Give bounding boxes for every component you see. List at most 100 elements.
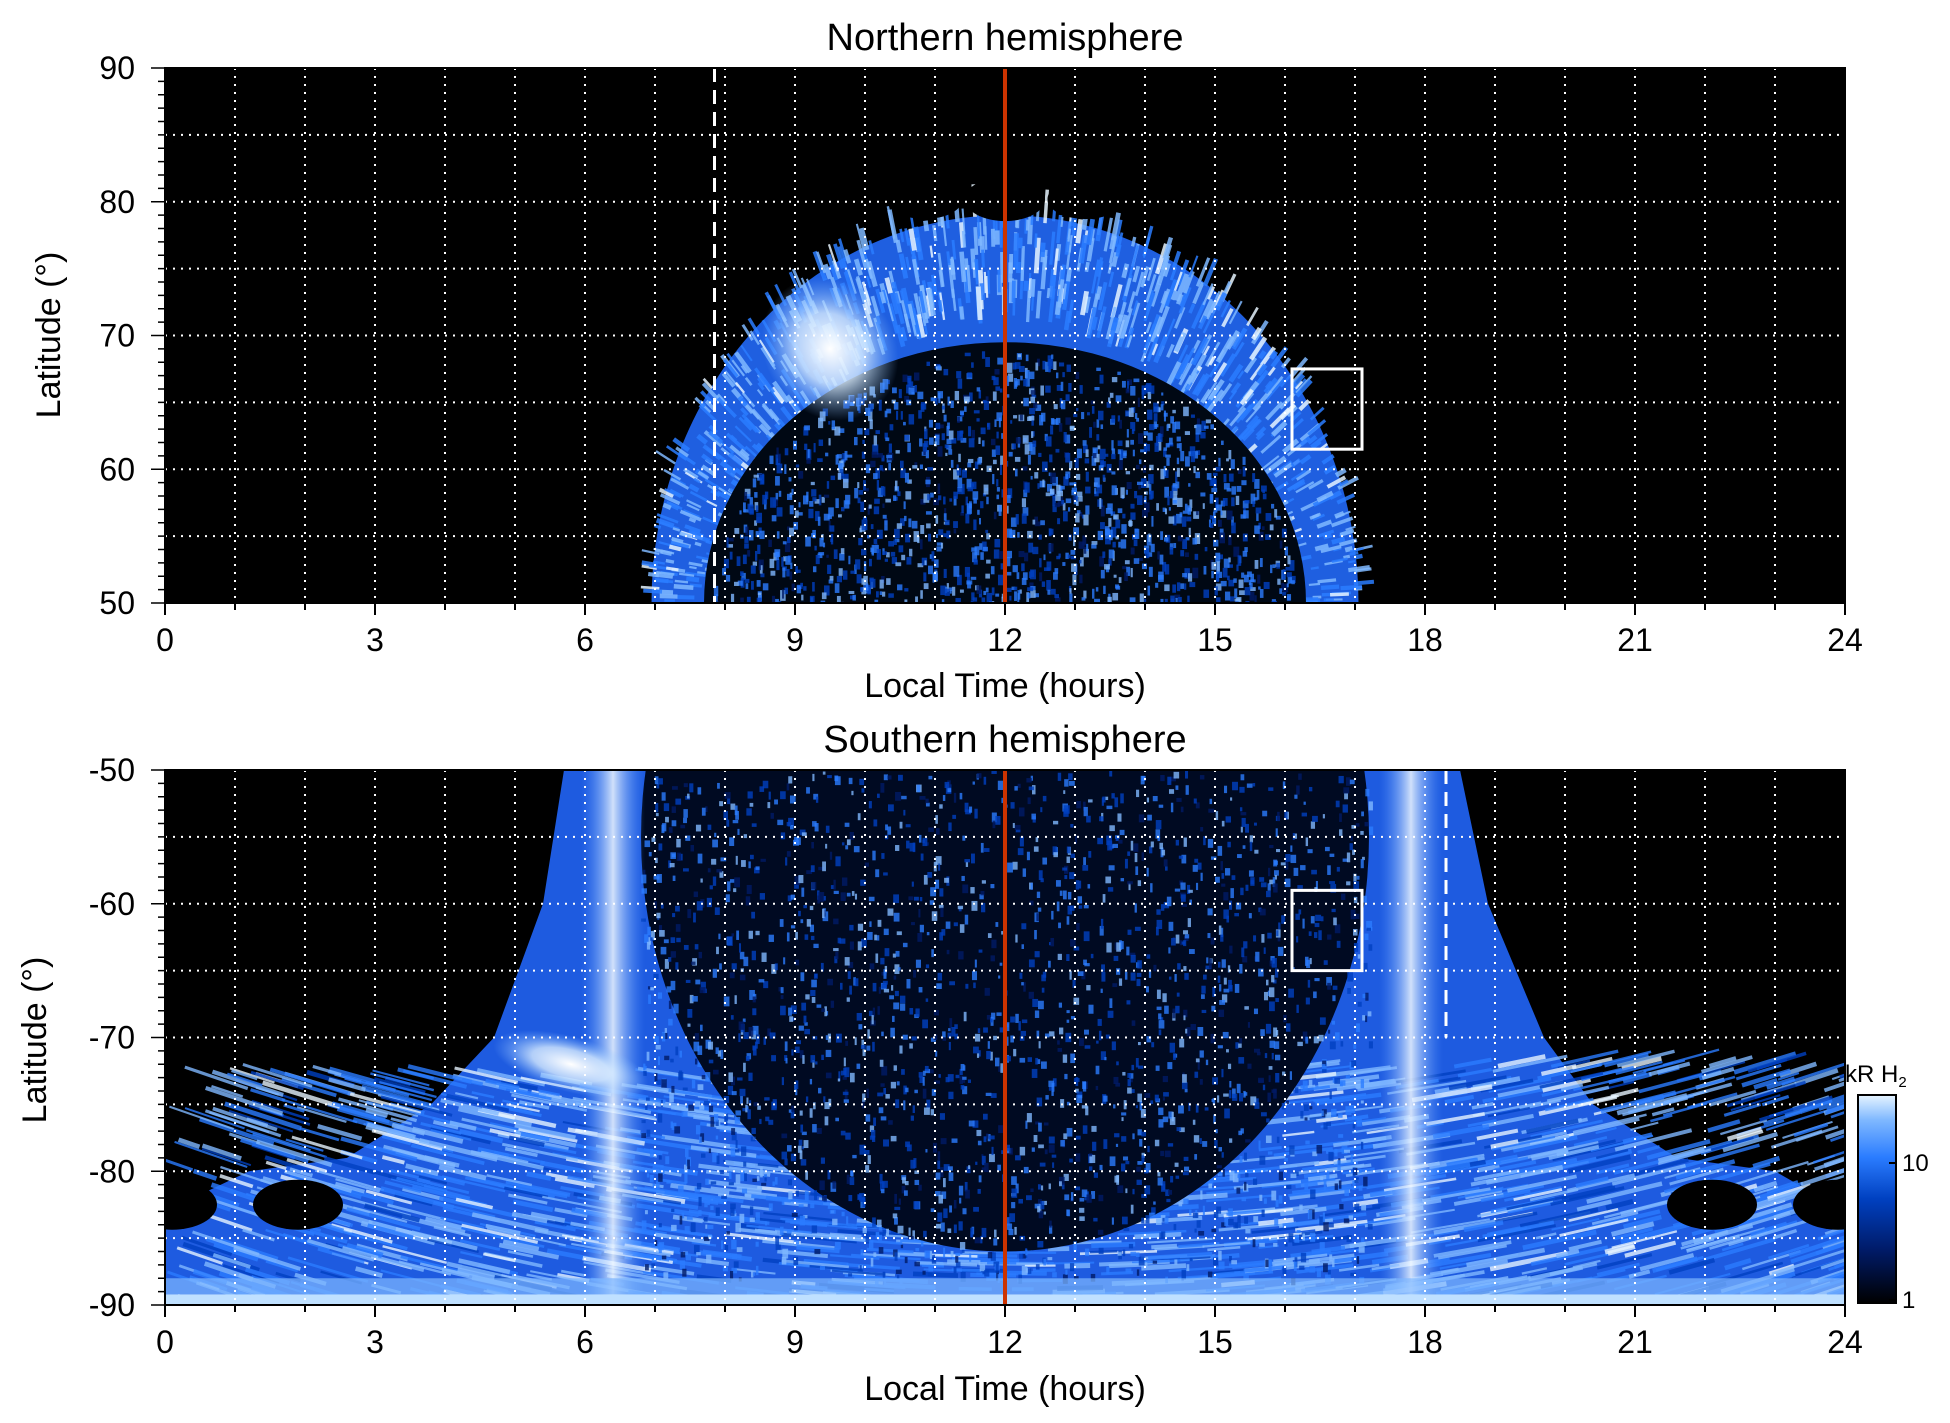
south-cap-speckle (1078, 905, 1083, 909)
south-cap-speckle (1220, 934, 1224, 942)
north-cap-speckle (892, 387, 897, 394)
south-cap-speckle (833, 918, 839, 925)
south-cap-speckle (1100, 918, 1104, 929)
north-emission-streak (1212, 361, 1228, 383)
south-emission-streak (1675, 1159, 1736, 1180)
south-cap-speckle (869, 1125, 875, 1132)
north-emission-streak (1255, 431, 1265, 441)
north-cap-speckle (1245, 600, 1250, 603)
north-emission-streak (737, 395, 749, 407)
north-cap-speckle (1079, 559, 1082, 564)
north-cap-speckle (996, 431, 999, 439)
south-emission-streak (242, 1062, 313, 1088)
south-cap-speckle (1216, 1165, 1222, 1169)
south-cap-speckle (799, 1050, 804, 1059)
north-emission-streak (1265, 378, 1285, 401)
south-emission-streak (866, 1247, 914, 1254)
north-cap-speckle (1139, 593, 1144, 603)
south-cap-speckle (1052, 1078, 1057, 1087)
south-cap-speckle (974, 959, 977, 968)
south-cap-speckle (964, 914, 969, 925)
south-cap-speckle (905, 1087, 909, 1093)
north-cap-speckle (1175, 471, 1178, 482)
north-cap-speckle (971, 592, 975, 601)
south-cap-speckle (1197, 1060, 1200, 1070)
north-cap-speckle (919, 464, 923, 470)
north-emission-streak (1083, 296, 1091, 314)
south-cap-speckle (928, 1264, 934, 1272)
north-cap-speckle (995, 386, 1001, 391)
south-cap-speckle (1221, 994, 1228, 1003)
south-emission-streak (1733, 1051, 1797, 1075)
south-emission-streak (1586, 1181, 1663, 1204)
south-cap-speckle (783, 957, 786, 965)
north-cap-speckle (1011, 443, 1016, 449)
north-emission-streak (656, 570, 675, 576)
south-cap-speckle (655, 813, 659, 817)
south-cap-speckle (1019, 1146, 1026, 1156)
south-cap-speckle (806, 787, 810, 794)
south-cap-speckle (935, 1191, 941, 1197)
north-cap-speckle (740, 597, 744, 603)
north-cap-speckle (854, 488, 859, 499)
south-cap-speckle (970, 887, 975, 894)
south-cap-speckle (895, 791, 901, 801)
south-cap-speckle (1043, 1122, 1049, 1126)
north-cap-speckle (932, 572, 939, 581)
north-cap-speckle (863, 561, 867, 572)
north-cap-speckle (786, 536, 791, 543)
south-emission-streak (1279, 1160, 1320, 1169)
north-cap-speckle (1079, 385, 1083, 394)
south-cap-speckle (1250, 1096, 1257, 1106)
north-cap-speckle (1211, 562, 1217, 570)
north-cap-speckle (1222, 498, 1228, 506)
south-emission-streak (530, 1211, 566, 1224)
north-emission-streak (1246, 306, 1259, 327)
south-cap-speckle (986, 1014, 992, 1020)
south-emission-streak (1522, 1229, 1597, 1251)
south-cap-speckle (655, 857, 658, 864)
north-cap-speckle (1143, 431, 1148, 436)
north-cap-speckle (999, 388, 1003, 393)
south-cap-speckle (1228, 1218, 1234, 1226)
south-cap-speckle (883, 928, 889, 936)
north-cap-speckle (1143, 598, 1147, 603)
south-cap-speckle (950, 1250, 954, 1257)
south-emission-streak (184, 1107, 245, 1130)
north-emission-streak (741, 323, 754, 341)
south-emission-streak (1437, 1244, 1507, 1260)
south-cap-speckle (816, 1127, 822, 1134)
north-cap-speckle (1022, 435, 1029, 444)
south-cap-speckle (1308, 786, 1313, 792)
north-cap-speckle (1048, 472, 1052, 477)
north-cap-speckle (1035, 404, 1042, 411)
south-cap-speckle (991, 812, 997, 823)
south-cap-speckle (835, 1117, 840, 1122)
north-cap-speckle (1021, 513, 1027, 524)
south-emission-streak (281, 1077, 337, 1098)
south-cap-speckle (644, 1264, 649, 1271)
north-cap-speckle (1034, 521, 1041, 527)
north-emission-streak (1267, 366, 1276, 377)
south-cap-speckle (1162, 993, 1167, 1003)
north-cap-speckle (762, 494, 768, 505)
north-cap-speckle (1190, 451, 1196, 463)
south-cap-speckle (1226, 1049, 1229, 1053)
north-cap-speckle (1160, 404, 1164, 411)
north-cap-speckle (1136, 417, 1140, 422)
south-emission-streak (1753, 1180, 1778, 1193)
south-emission-streak (502, 1239, 540, 1252)
north-cap-speckle (860, 587, 863, 592)
north-cap-speckle (1004, 494, 1011, 504)
south-cap-speckle (763, 1037, 766, 1045)
north-emission-streak (690, 530, 698, 536)
north-cap-speckle (794, 510, 799, 518)
north-emission-streak (659, 593, 678, 599)
north-cap-speckle (902, 374, 908, 383)
south-cap-speckle (1020, 1030, 1027, 1036)
south-cap-speckle (1098, 1247, 1104, 1255)
north-cap-speckle (1053, 404, 1058, 410)
north-cap-speckle (1046, 561, 1052, 571)
north-cap-speckle (1055, 494, 1061, 501)
north-cap-speckle (961, 505, 964, 514)
